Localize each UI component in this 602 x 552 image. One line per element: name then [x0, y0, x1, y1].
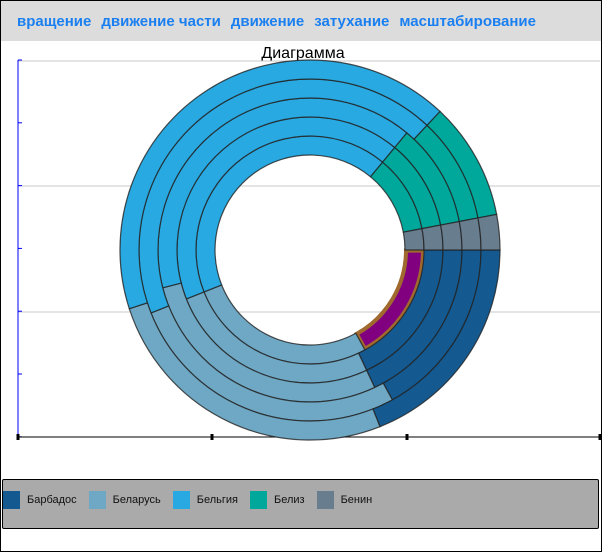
doughnut-segment — [402, 227, 425, 251]
legend-label: Белиз — [274, 494, 305, 506]
legend: Барбадос Беларусь Бельгия Белиз Бенин — [2, 479, 599, 529]
x-tick — [598, 434, 602, 440]
legend-swatch — [3, 491, 20, 509]
legend-item[interactable]: Бельгия — [172, 491, 238, 509]
doughnut-segment — [477, 213, 501, 251]
legend-swatch — [316, 491, 334, 509]
legend-swatch — [172, 491, 190, 509]
doughnut-segment — [439, 220, 463, 251]
legend-label: Бенин — [340, 494, 373, 506]
doughnut-segment — [421, 224, 444, 251]
toolbar-link-1[interactable]: движение части — [101, 12, 221, 30]
toolbar-link-3[interactable]: затухание — [314, 12, 390, 30]
toolbar-link-4[interactable]: масштабирование — [399, 12, 536, 30]
legend-item[interactable]: Бенин — [316, 491, 373, 509]
legend-label: Бельгия — [196, 494, 238, 506]
toolbar-link-0[interactable]: вращение — [17, 12, 92, 30]
chart-title: Диаграмма — [261, 45, 344, 62]
legend-item[interactable]: Беларусь — [88, 491, 161, 509]
legend-item[interactable]: Барбадос — [3, 491, 77, 509]
legend-swatch — [88, 491, 106, 509]
legend-swatch — [250, 491, 267, 509]
toolbar-link-2[interactable]: движение — [230, 12, 305, 30]
legend-label: Барбадос — [27, 494, 77, 506]
doughnut-segment — [458, 217, 482, 251]
x-tick — [210, 434, 214, 440]
legend-label: Беларусь — [112, 494, 161, 506]
animation-toolbar: вращение движение части движение затухание м… — [1, 1, 601, 41]
x-tick — [16, 434, 20, 440]
legend-item[interactable]: Белиз — [250, 491, 305, 509]
x-tick — [405, 434, 409, 440]
